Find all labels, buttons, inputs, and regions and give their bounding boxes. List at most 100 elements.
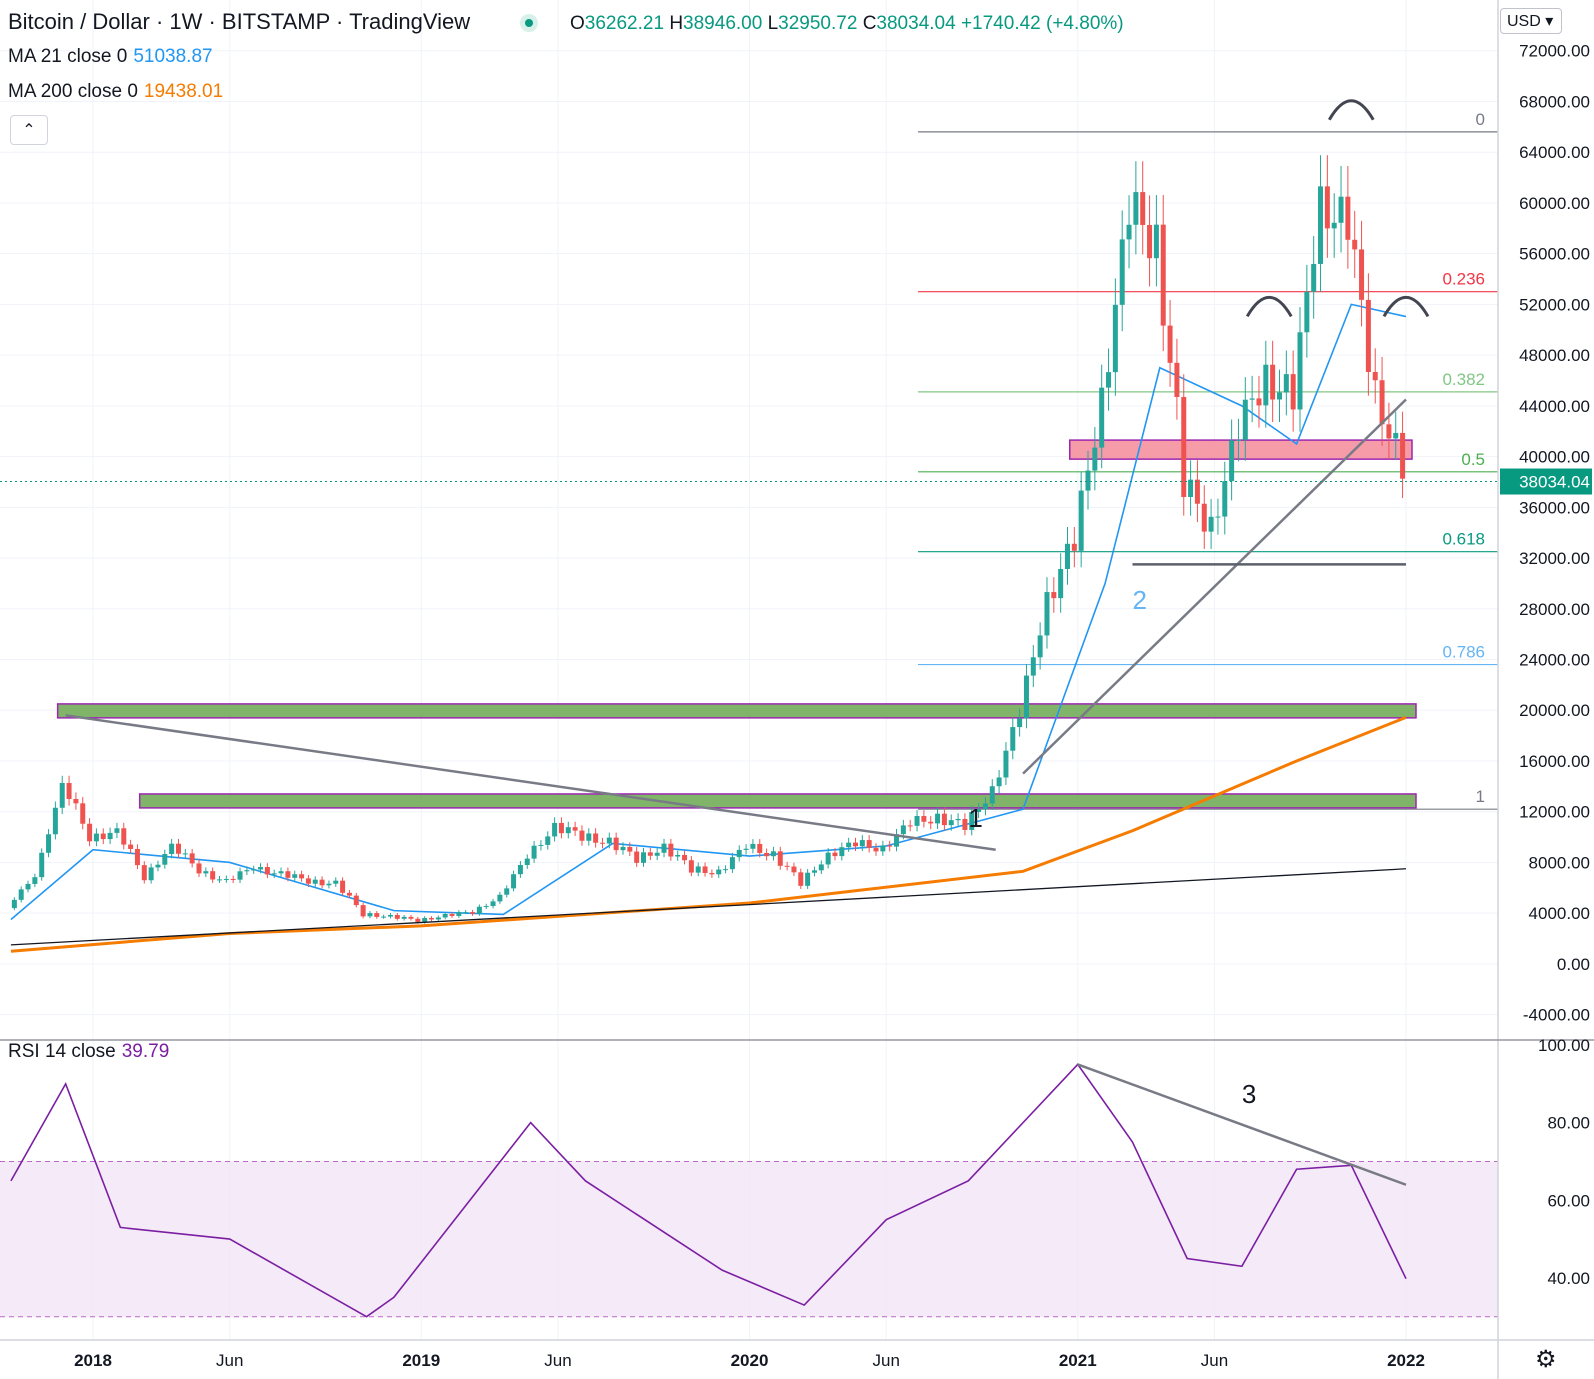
candle-body — [805, 872, 811, 886]
candle-body — [1256, 398, 1262, 406]
close-value: 38034.04 — [876, 13, 956, 34]
fib-level-label: 0.5 — [1461, 450, 1485, 469]
candle-body — [319, 879, 325, 886]
candle-body — [894, 834, 900, 847]
rsi-value: 39.79 — [121, 1041, 170, 1062]
candle-body — [1030, 657, 1036, 676]
candle-body — [777, 851, 783, 866]
candle-body — [818, 864, 824, 871]
trend-line — [65, 714, 996, 851]
candle-body — [100, 833, 106, 840]
y-tick-label: 0.00 — [1557, 955, 1590, 974]
gear-icon[interactable]: ⚙ — [1535, 1346, 1557, 1373]
candle-body — [360, 905, 366, 917]
candle-body — [1058, 568, 1064, 599]
rsi-legend[interactable]: RSI 14 close 39.79 — [8, 1041, 169, 1063]
candle-body — [483, 906, 489, 908]
candle-body — [73, 798, 79, 804]
y-tick-label: 24000.00 — [1519, 651, 1590, 670]
candle-body — [1365, 299, 1371, 372]
candle-body — [989, 786, 995, 804]
candle-body — [470, 912, 476, 914]
candle-body — [1188, 479, 1194, 497]
candle-body — [784, 865, 790, 867]
candle-body — [1324, 186, 1330, 229]
fib-level-label: 0.236 — [1442, 270, 1485, 289]
candle-body — [668, 843, 674, 857]
candle-body — [1037, 635, 1043, 658]
candle-body — [114, 828, 120, 833]
x-tick-label: 2022 — [1387, 1351, 1425, 1370]
candle-body — [1119, 239, 1125, 305]
candle-body — [346, 892, 352, 896]
candle-body — [429, 918, 435, 920]
candle-body — [647, 852, 653, 856]
candle-body — [59, 783, 65, 808]
candle-body — [223, 878, 229, 880]
candle-body — [121, 828, 127, 845]
candle-body — [1126, 224, 1132, 240]
ma21-legend[interactable]: MA 21 close 0 51038.87 — [8, 46, 213, 68]
candle-body — [326, 883, 332, 886]
candle-body — [1194, 479, 1200, 504]
candle-body — [312, 879, 318, 884]
candle-body — [1153, 224, 1159, 259]
candle-body — [1215, 516, 1221, 518]
candle-body — [1174, 362, 1180, 397]
candle-body — [565, 827, 571, 834]
ma200-legend[interactable]: MA 200 close 0 19438.01 — [8, 81, 223, 103]
candle-body — [504, 888, 510, 895]
candle-body — [791, 866, 797, 873]
candle-body — [1290, 374, 1296, 410]
candle-body — [948, 820, 954, 826]
candle-body — [1386, 424, 1392, 439]
candle-body — [1249, 398, 1255, 400]
candle-body — [401, 916, 407, 919]
candle-body — [66, 783, 72, 799]
candle-body — [203, 871, 209, 874]
candle-body — [873, 847, 879, 852]
candle-body — [128, 844, 134, 849]
symbol-title[interactable]: Bitcoin / Dollar · 1W · BITSTAMP · Tradi… — [8, 9, 471, 34]
candle-body — [1085, 470, 1091, 491]
wave-label: 2 — [1132, 585, 1146, 615]
candle-body — [859, 840, 865, 847]
last-price-label: 38034.04 — [1519, 473, 1590, 492]
candle-body — [353, 895, 359, 906]
candle-body — [442, 914, 448, 918]
collapse-legend-button[interactable]: ⌃ — [10, 115, 48, 145]
candle-body — [606, 837, 612, 844]
candle-body — [1352, 239, 1358, 250]
candle-body — [1359, 249, 1365, 300]
candle-body — [134, 848, 140, 866]
rsi-tick-label: 40.00 — [1547, 1269, 1590, 1288]
low-label: L — [767, 13, 779, 34]
y-tick-label: 32000.00 — [1519, 549, 1590, 568]
candle-body — [497, 894, 503, 902]
candle-body — [524, 858, 530, 865]
y-tick-label: 56000.00 — [1519, 245, 1590, 264]
candle-body — [141, 865, 147, 881]
candle-body — [1133, 192, 1139, 225]
currency-select[interactable]: USD ▾ — [1500, 8, 1562, 34]
candle-body — [675, 854, 681, 857]
candle-body — [558, 822, 564, 834]
y-tick-label: 72000.00 — [1519, 42, 1590, 61]
x-tick-label: 2019 — [402, 1351, 440, 1370]
candle-body — [866, 840, 872, 848]
candle-body — [258, 867, 264, 870]
candle-body — [1372, 371, 1378, 381]
market-status-icon — [520, 14, 538, 32]
candle-body — [408, 916, 414, 919]
x-tick-label: Jun — [544, 1351, 571, 1370]
candle-body — [1338, 196, 1344, 223]
candle-body — [634, 851, 640, 863]
candle-body — [620, 846, 626, 851]
ma200-value: 19438.01 — [143, 81, 224, 102]
candle-body — [511, 874, 517, 889]
candle-body — [1276, 392, 1282, 400]
candle-body — [292, 874, 298, 878]
candle-body — [976, 809, 982, 812]
candle-body — [825, 852, 831, 865]
